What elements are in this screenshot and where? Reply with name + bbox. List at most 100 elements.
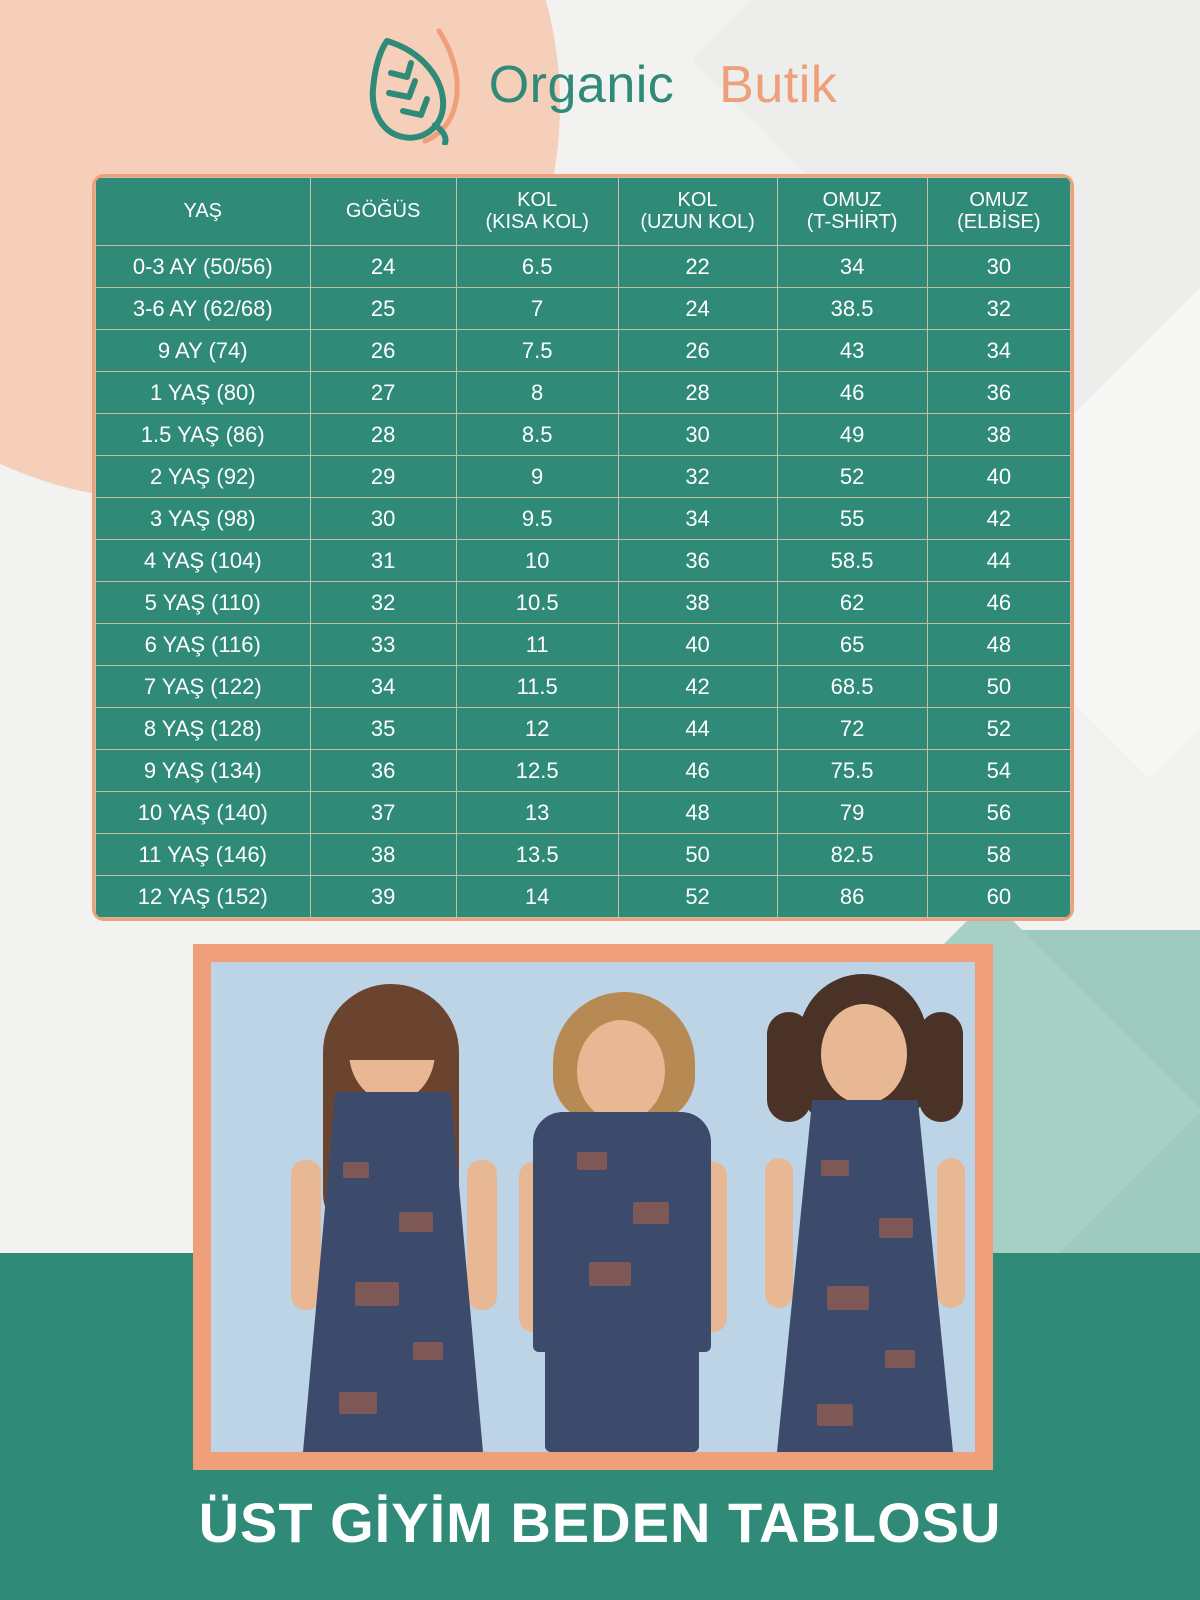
brand-name-organic: Organic [488, 56, 675, 114]
size-chart-table-container: YAŞ GÖĞÜS KOL (KISA KOL) KOL (UZUN KOL) … [92, 174, 1074, 921]
table-header-row: YAŞ GÖĞÜS KOL (KISA KOL) KOL (UZUN KOL) … [95, 177, 1071, 246]
table-row: 6 YAŞ (116) 33 11 40 65 48 [95, 623, 1071, 666]
header-line1: KOL [677, 188, 718, 211]
header-line1: OMUZ [822, 188, 882, 211]
child-arm-right [467, 1160, 497, 1310]
table-row: 7 YAŞ (122) 34 11.5 42 68.5 50 [95, 665, 1071, 708]
cell-shoulder-tshirt: 65 [776, 623, 928, 666]
cell-long-sleeve: 44 [617, 707, 778, 750]
brand-wordmark: Organic Butik [489, 55, 838, 115]
table-row: 0-3 AY (50/56) 24 6.5 22 34 30 [95, 245, 1071, 288]
cell-age: 11 YAŞ (146) [95, 833, 311, 876]
cell-short-sleeve: 12.5 [455, 749, 619, 792]
cell-long-sleeve: 26 [617, 329, 778, 372]
cell-long-sleeve: 34 [617, 497, 778, 540]
cell-short-sleeve: 10 [455, 539, 619, 582]
cell-shoulder-dress: 52 [926, 707, 1071, 750]
cell-age: 3 YAŞ (98) [95, 497, 311, 540]
cell-short-sleeve: 14 [455, 875, 619, 918]
table-row: 8 YAŞ (128) 35 12 44 72 52 [95, 707, 1071, 750]
table-row: 10 YAŞ (140) 37 13 48 79 56 [95, 791, 1071, 834]
brand-header: Organic Butik [0, 20, 1200, 150]
cell-shoulder-tshirt: 52 [776, 455, 928, 498]
child-head [577, 1020, 665, 1122]
cell-long-sleeve: 28 [617, 371, 778, 414]
table-row: 3-6 AY (62/68) 25 7 24 38.5 32 [95, 287, 1071, 330]
header-line1: GÖĞÜS [345, 199, 421, 222]
child-right [743, 962, 975, 1452]
cell-age: 6 YAŞ (116) [95, 623, 311, 666]
header-line2: (ELBİSE) [957, 210, 1041, 233]
cell-long-sleeve: 42 [617, 665, 778, 708]
product-photo-frame [193, 944, 993, 1470]
table-row: 9 AY (74) 26 7.5 26 43 34 [95, 329, 1071, 372]
table-row: 9 YAŞ (134) 36 12.5 46 75.5 54 [95, 749, 1071, 792]
cell-long-sleeve: 32 [617, 455, 778, 498]
child-arm-left [291, 1160, 321, 1310]
cell-age: 5 YAŞ (110) [95, 581, 311, 624]
cell-shoulder-dress: 42 [926, 497, 1071, 540]
cell-long-sleeve: 30 [617, 413, 778, 456]
cell-chest: 30 [309, 497, 457, 540]
header-line2: (KISA KOL) [485, 210, 589, 233]
cell-shoulder-dress: 60 [926, 875, 1071, 918]
cell-shoulder-dress: 32 [926, 287, 1071, 330]
cell-chest: 32 [309, 581, 457, 624]
cell-short-sleeve: 9.5 [455, 497, 619, 540]
cell-shoulder-dress: 48 [926, 623, 1071, 666]
cell-shoulder-dress: 54 [926, 749, 1071, 792]
cell-short-sleeve: 9 [455, 455, 619, 498]
cell-shoulder-tshirt: 75.5 [776, 749, 928, 792]
cell-long-sleeve: 36 [617, 539, 778, 582]
table-row: 4 YAŞ (104) 31 10 36 58.5 44 [95, 539, 1071, 582]
cell-chest: 36 [309, 749, 457, 792]
cell-age: 9 YAŞ (134) [95, 749, 311, 792]
table-row: 5 YAŞ (110) 32 10.5 38 62 46 [95, 581, 1071, 624]
cell-shoulder-tshirt: 86 [776, 875, 928, 918]
child-dress [777, 1100, 953, 1452]
cell-age: 9 AY (74) [95, 329, 311, 372]
header-line1: KOL [517, 188, 558, 211]
cell-shoulder-tshirt: 79 [776, 791, 928, 834]
cell-chest: 31 [309, 539, 457, 582]
cell-long-sleeve: 22 [617, 245, 778, 288]
column-header-age: YAŞ [95, 177, 311, 246]
leaf-icon [363, 25, 473, 146]
child-dress [303, 1092, 483, 1452]
cell-shoulder-tshirt: 34 [776, 245, 928, 288]
size-chart-table: YAŞ GÖĞÜS KOL (KISA KOL) KOL (UZUN KOL) … [95, 177, 1071, 918]
child-arm-left [765, 1158, 793, 1308]
cell-age: 2 YAŞ (92) [95, 455, 311, 498]
header-line2: (UZUN KOL) [640, 210, 755, 233]
cell-shoulder-tshirt: 72 [776, 707, 928, 750]
header-line1: OMUZ [969, 188, 1029, 211]
cell-shoulder-dress: 58 [926, 833, 1071, 876]
cell-chest: 35 [309, 707, 457, 750]
cell-chest: 34 [309, 665, 457, 708]
cell-age: 8 YAŞ (128) [95, 707, 311, 750]
child-left [271, 962, 511, 1452]
cell-shoulder-tshirt: 68.5 [776, 665, 928, 708]
cell-shoulder-tshirt: 38.5 [776, 287, 928, 330]
header-line1: YAŞ [183, 199, 223, 222]
cell-age: 12 YAŞ (152) [95, 875, 311, 918]
cell-long-sleeve: 50 [617, 833, 778, 876]
cell-long-sleeve: 24 [617, 287, 778, 330]
cell-age: 0-3 AY (50/56) [95, 245, 311, 288]
cell-chest: 24 [309, 245, 457, 288]
cell-shoulder-dress: 30 [926, 245, 1071, 288]
cell-chest: 27 [309, 371, 457, 414]
product-photo [211, 962, 975, 1452]
cell-shoulder-dress: 36 [926, 371, 1071, 414]
column-header-long-sleeve: KOL (UZUN KOL) [617, 177, 778, 246]
table-row: 3 YAŞ (98) 30 9.5 34 55 42 [95, 497, 1071, 540]
cell-chest: 25 [309, 287, 457, 330]
cell-shoulder-dress: 56 [926, 791, 1071, 834]
cell-short-sleeve: 12 [455, 707, 619, 750]
cell-long-sleeve: 46 [617, 749, 778, 792]
cell-age: 1.5 YAŞ (86) [95, 413, 311, 456]
cell-shoulder-tshirt: 58.5 [776, 539, 928, 582]
cell-shoulder-tshirt: 82.5 [776, 833, 928, 876]
cell-age: 4 YAŞ (104) [95, 539, 311, 582]
child-head [821, 1004, 907, 1104]
